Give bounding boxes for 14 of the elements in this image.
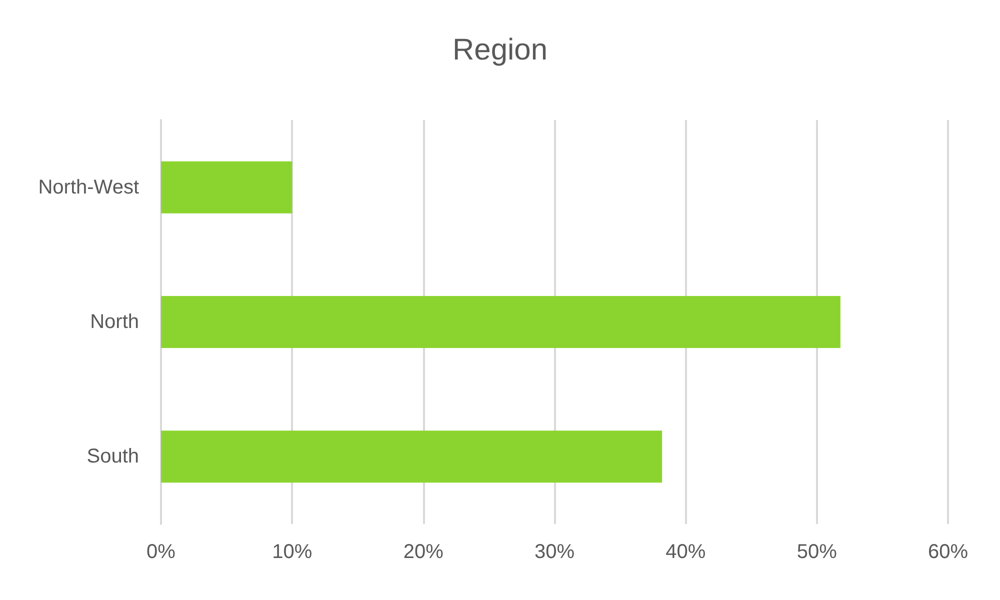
- x-tick-label: 40%: [666, 541, 706, 563]
- x-tick-label: 60%: [928, 541, 968, 563]
- y-tick-label: North: [90, 311, 139, 333]
- x-tick-label: 50%: [796, 541, 838, 563]
- x-tick-label: 20%: [403, 541, 444, 563]
- x-tick-label: 10%: [272, 541, 312, 563]
- chart-title: Region: [452, 34, 548, 66]
- x-tick-label: 30%: [534, 541, 575, 563]
- y-tick-label: North-West: [38, 176, 140, 198]
- bar: [161, 430, 662, 483]
- bar: [161, 296, 840, 348]
- x-tick-label: 0%: [146, 541, 176, 563]
- y-tick-label: South: [86, 446, 139, 468]
- bar: [161, 161, 292, 214]
